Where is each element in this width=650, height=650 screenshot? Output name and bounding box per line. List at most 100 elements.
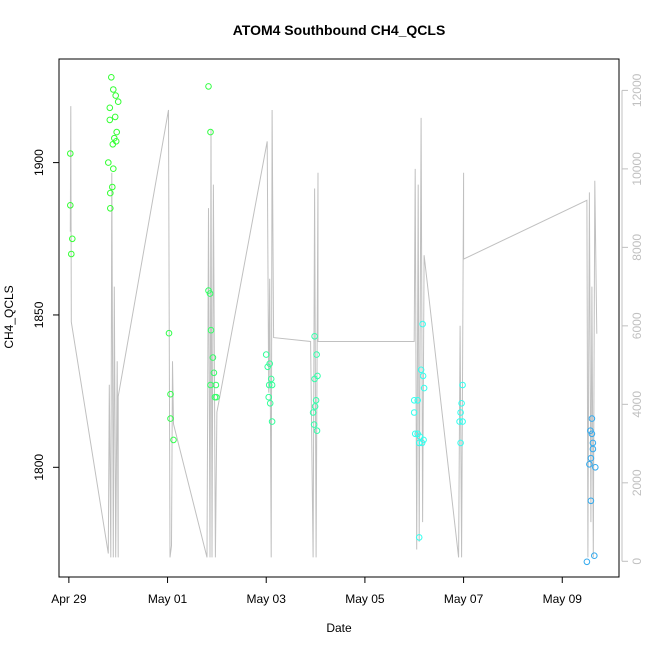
data-point [457, 439, 464, 447]
data-point [167, 415, 174, 422]
data-point [67, 202, 74, 209]
data-point [311, 375, 318, 383]
data-point [212, 381, 220, 389]
data-point [267, 375, 275, 383]
data-point [111, 113, 119, 121]
data-point [592, 464, 599, 471]
data-point [588, 415, 596, 422]
data-point [457, 409, 464, 416]
data-point [265, 393, 273, 401]
x-axis: Apr 29 May 01 May 03 May 05 May 07 May 09 [51, 577, 582, 606]
data-point [589, 445, 597, 453]
data-point [113, 128, 120, 136]
data-point [411, 430, 419, 438]
data-point [266, 400, 274, 407]
data-point [458, 400, 465, 407]
secondary-y-tick-label: 10000 [630, 152, 644, 186]
x-axis-label: Date [326, 621, 352, 635]
data-point [170, 436, 177, 444]
secondary-y-tick-label: 12000 [630, 73, 644, 107]
data-point [311, 403, 319, 410]
data-point [268, 418, 276, 425]
data-point [109, 141, 117, 148]
plot-border [58, 58, 620, 578]
data-point [313, 351, 320, 358]
data-point [587, 454, 595, 462]
data-point [268, 381, 276, 389]
data-point [459, 381, 466, 389]
data-point [213, 393, 220, 401]
secondary-y-tick-label: 6000 [630, 312, 644, 339]
data-point [210, 369, 218, 377]
data-point [456, 418, 463, 425]
x-tick-label: Apr 29 [51, 592, 87, 606]
chart-title: ATOM4 Southbound CH4_QCLS [233, 22, 446, 38]
x-tick-label: May 01 [148, 592, 188, 606]
altitude-trace-layer [69, 106, 598, 558]
secondary-y-tick-label: 0 [630, 558, 644, 565]
data-point [107, 189, 114, 197]
data-point [205, 83, 212, 90]
data-point [311, 333, 318, 340]
data-point [312, 397, 320, 404]
data-point [459, 418, 466, 425]
data-point [583, 558, 591, 566]
y-axis-label: CH4_QCLS [2, 285, 16, 348]
y-tick-label: 1800 [32, 454, 46, 481]
data-point [414, 397, 422, 404]
data-point [68, 250, 75, 258]
data-point [587, 427, 594, 435]
data-point [264, 363, 272, 371]
data-point [415, 439, 423, 447]
secondary-y-tick-label: 4000 [630, 391, 644, 418]
data-point [587, 497, 595, 505]
data-point [107, 205, 114, 212]
data-point [310, 421, 318, 428]
data-point [106, 116, 114, 124]
data-point [410, 409, 418, 416]
data-point [417, 366, 425, 374]
plot-frame [58, 58, 620, 578]
data-point [313, 427, 321, 435]
data-point [209, 354, 217, 361]
data-point [165, 329, 173, 337]
x-tick-label: May 07 [444, 592, 484, 606]
secondary-y-axis: 0 2000 4000 6000 8000 10000 12000 [621, 73, 644, 565]
data-point [415, 534, 423, 541]
data-point [588, 430, 596, 438]
data-point [206, 290, 214, 297]
y-axis: 1800 1850 1900 [32, 149, 59, 481]
secondary-y-tick-label: 8000 [630, 234, 644, 261]
data-point [108, 74, 115, 81]
data-point [265, 381, 273, 389]
data-point [207, 326, 215, 334]
secondary-y-tick-label: 2000 [630, 469, 644, 496]
y-tick-label: 1850 [32, 301, 46, 328]
data-point [106, 104, 114, 112]
data-point [419, 320, 426, 328]
data-point [420, 384, 428, 392]
data-point [262, 351, 270, 358]
data-point [420, 436, 427, 444]
data-point [419, 372, 427, 380]
altitude-line [69, 106, 598, 558]
data-point [586, 461, 593, 468]
data-point [109, 183, 116, 191]
data-point [67, 150, 74, 157]
data-point [309, 409, 317, 416]
data-point [591, 552, 598, 560]
x-tick-label: May 03 [247, 592, 287, 606]
x-tick-label: May 05 [345, 592, 385, 606]
data-points-layer [67, 74, 599, 566]
data-point [207, 128, 214, 136]
data-point [410, 397, 418, 404]
data-point [112, 92, 119, 99]
data-point [114, 98, 122, 105]
data-point [110, 165, 117, 172]
x-tick-label: May 09 [543, 592, 583, 606]
data-point [105, 159, 112, 166]
data-point [589, 439, 597, 447]
data-point [69, 235, 76, 243]
data-point [167, 390, 174, 398]
